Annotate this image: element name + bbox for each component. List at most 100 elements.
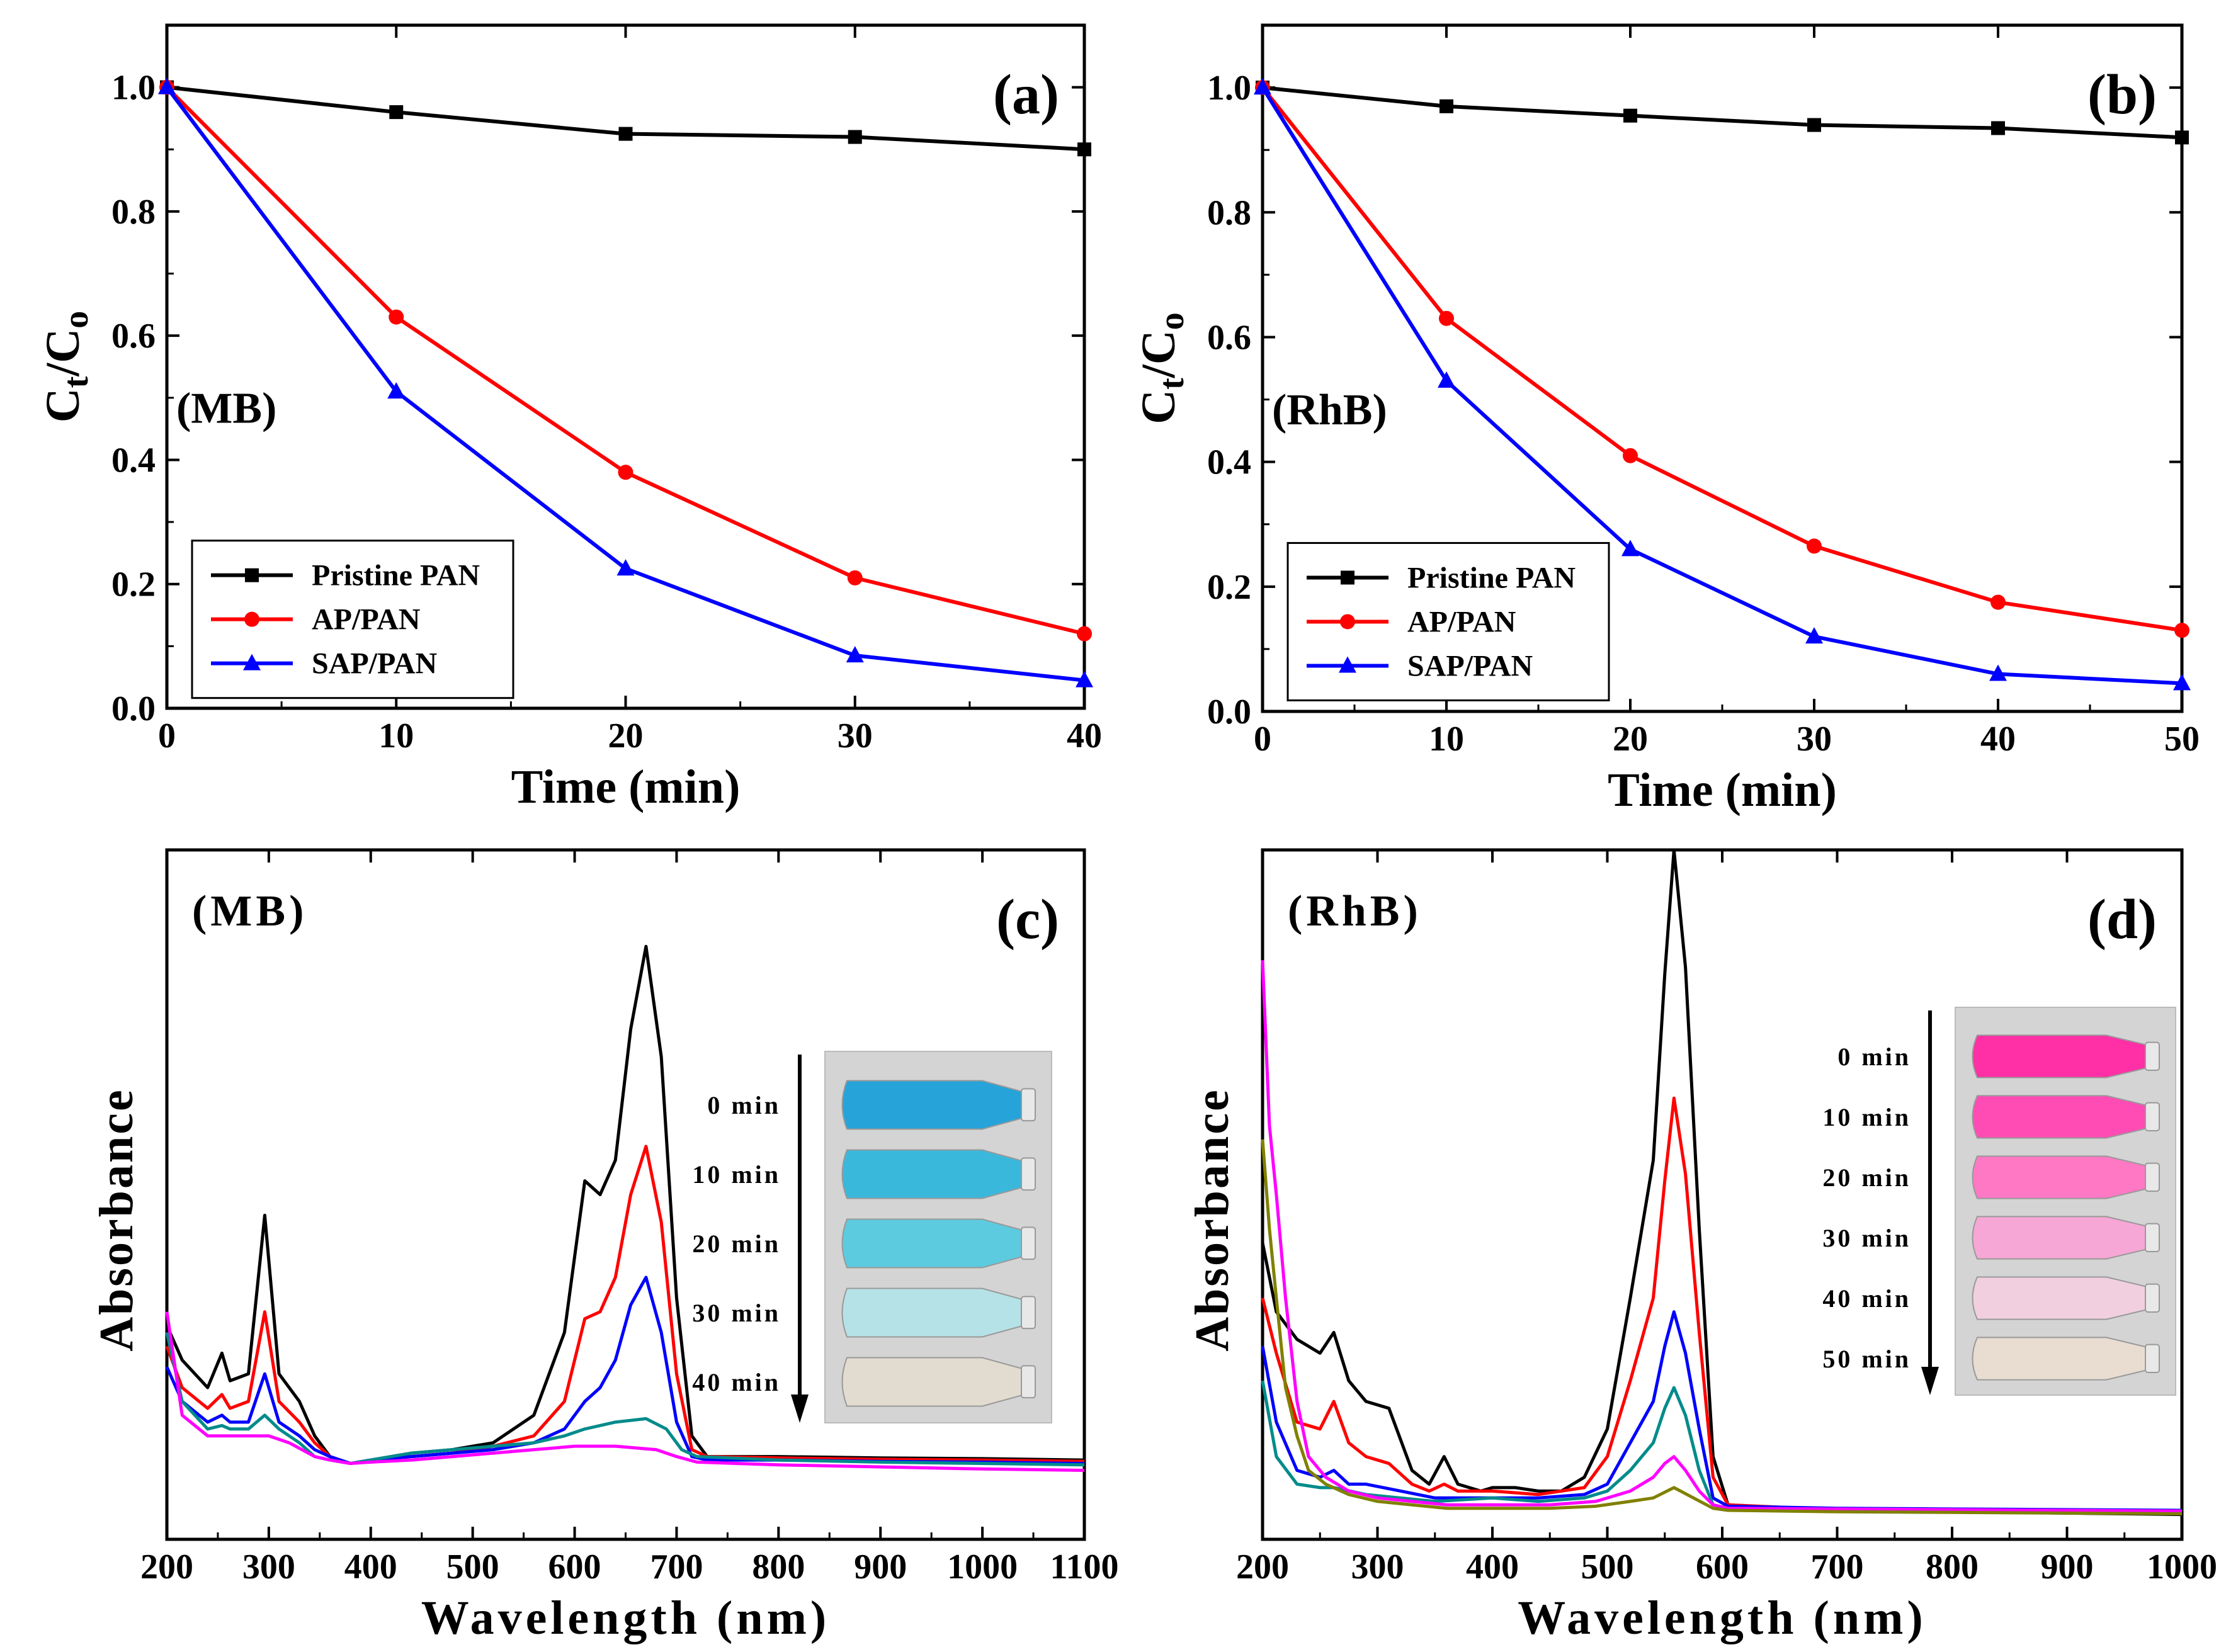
series-line — [1261, 86, 2183, 633]
dye-label: (MB) — [192, 887, 307, 936]
x-axis-label: Time (min) — [1608, 764, 1837, 817]
sample-tube — [1972, 1095, 2151, 1139]
series-40-min — [1261, 960, 2183, 1513]
series-pristine-pan — [1256, 81, 2189, 145]
panel-d: 200 300 400 500 600 700 800 900 1000 Wavelength (… — [1186, 848, 2217, 1644]
x-tick-label: 10 — [378, 716, 414, 755]
x-tick-label: 1000 — [2147, 1547, 2217, 1587]
data-point — [1077, 142, 1091, 157]
y-axis-label-subscript: o — [57, 311, 96, 329]
y-tick-label: 0.8 — [111, 193, 156, 232]
data-point — [618, 465, 633, 480]
dye-label: (RhB) — [1288, 887, 1422, 936]
x-tick-label: 20 — [608, 716, 644, 755]
inset-photo: 0 min 10 min 20 min 30 min 40 min — [692, 1051, 1052, 1423]
legend-marker — [243, 653, 261, 670]
tube-time-label: 50 min — [1822, 1345, 1911, 1373]
y-tick-label: 0.2 — [111, 565, 156, 604]
tube-time-label: 10 min — [1822, 1103, 1911, 1131]
tube-time-label: 40 min — [1822, 1284, 1911, 1313]
tube-time-label: 10 min — [692, 1160, 781, 1189]
y-axis-label-subscript: t — [57, 376, 96, 388]
series-pristine-pan — [160, 80, 1091, 157]
data-point — [158, 77, 176, 94]
legend-label: Pristine PAN — [312, 559, 480, 592]
panel-label: (d) — [2087, 888, 2157, 951]
series-sap-pan — [1254, 78, 2191, 691]
series-line — [1261, 1310, 2183, 1512]
data-point — [2175, 130, 2189, 145]
tube-time-label: 40 min — [692, 1368, 781, 1396]
sample-tube — [841, 1357, 1027, 1407]
data-point — [846, 646, 864, 663]
x-tick-label: 800 — [752, 1547, 805, 1587]
data-point — [1805, 627, 1823, 644]
sample-tube — [841, 1149, 1027, 1199]
x-tick-label: 200 — [1236, 1547, 1289, 1587]
legend-marker — [1341, 570, 1354, 585]
legend: Pristine PAN AP/PAN SAP/PAN — [1286, 541, 1610, 701]
data-point — [1807, 538, 1822, 554]
panel-c: 200 300 400 500 600 700 800 900 1000 1100 Waveleng… — [90, 848, 1119, 1644]
legend-label: SAP/PAN — [1407, 649, 1533, 682]
x-tick-label: 50 — [2164, 720, 2200, 759]
sample-tube — [841, 1287, 1027, 1338]
x-tick-label: 400 — [344, 1547, 397, 1587]
x-tick-label: 1000 — [947, 1547, 1018, 1587]
series-0-min — [1261, 848, 2183, 1517]
series-ap-pan — [159, 79, 1092, 642]
x-axis-label: Wavelength (nm) — [421, 1592, 830, 1644]
data-point — [1990, 594, 2006, 610]
tube-time-label: 30 min — [1822, 1224, 1911, 1252]
x-tick-label: 900 — [2041, 1547, 2094, 1587]
data-point — [1439, 310, 1454, 326]
sample-tube — [1972, 1155, 2151, 1199]
series-line — [1261, 86, 2183, 686]
data-point — [389, 105, 404, 120]
x-axis-label: Time (min) — [511, 761, 741, 813]
data-point — [616, 559, 635, 576]
x-tick-label: 500 — [1581, 1547, 1634, 1587]
tube-time-label: 20 min — [1822, 1163, 1911, 1192]
tube-time-label: 20 min — [692, 1230, 781, 1258]
y-tick-label: 1.0 — [111, 69, 156, 108]
y-axis-label: Ct/Co — [1132, 312, 1191, 424]
series-line — [165, 1276, 1085, 1466]
data-point — [1623, 108, 1637, 123]
sample-tube — [1972, 1034, 2151, 1078]
sample-tube — [1972, 1337, 2151, 1381]
x-tick-label: 40 — [1980, 720, 2016, 759]
tube-time-label: 0 min — [1837, 1043, 1911, 1071]
data-point — [1438, 371, 1455, 388]
series-line — [1261, 1139, 2183, 1515]
y-axis-label-part: C — [1132, 390, 1185, 424]
x-tick-label: 200 — [140, 1547, 193, 1587]
y-axis-label-subscript: t — [1152, 378, 1191, 390]
tube-cap — [2145, 1344, 2160, 1373]
data-point — [387, 382, 406, 399]
x-tick-label: 1100 — [1050, 1547, 1119, 1587]
panel-label: (c) — [996, 888, 1059, 951]
tube-cap — [2145, 1283, 2160, 1313]
series-line — [165, 1332, 1085, 1467]
dye-label: (RhB) — [1272, 386, 1387, 434]
data-point — [618, 127, 633, 141]
legend-marker — [1339, 656, 1356, 673]
legend: Pristine PAN AP/PAN SAP/PAN — [191, 540, 514, 699]
x-tick-label: 40 — [1067, 716, 1102, 755]
y-tick-label: 0.0 — [111, 689, 156, 728]
legend-label: Pristine PAN — [1407, 561, 1576, 594]
legend-label: SAP/PAN — [312, 647, 437, 681]
data-point — [1991, 121, 2005, 135]
y-axis-label-part: /C — [1132, 330, 1185, 378]
data-point — [1076, 670, 1093, 687]
data-point — [847, 570, 863, 586]
sample-tube — [1972, 1276, 2151, 1320]
tube-cap — [1021, 1296, 1036, 1330]
series-ap-pan — [1255, 80, 2189, 638]
data-point — [1989, 664, 2007, 681]
data-point — [1254, 78, 1271, 95]
x-tick-label: 500 — [446, 1547, 499, 1587]
x-tick-label: 30 — [1797, 720, 1832, 759]
tube-cap — [1021, 1365, 1036, 1399]
